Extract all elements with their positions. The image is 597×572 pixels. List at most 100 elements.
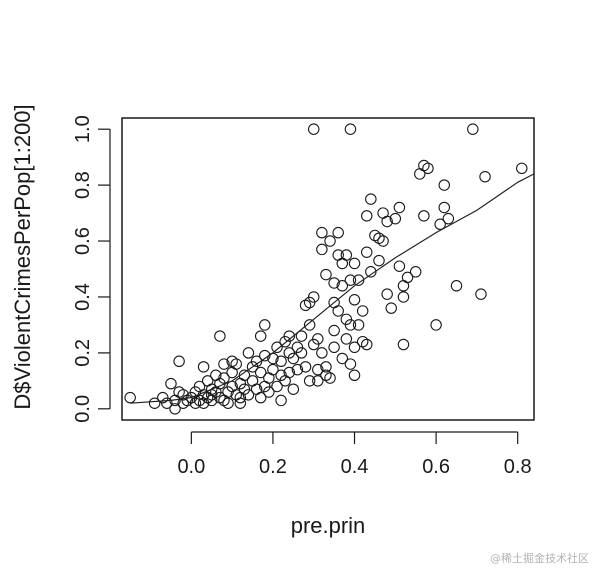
y-tick-label: 0.6 xyxy=(72,227,94,255)
data-point xyxy=(218,372,230,384)
data-point xyxy=(344,319,357,331)
data-point xyxy=(316,243,328,256)
data-point xyxy=(299,361,312,373)
x-tick-label: 0.0 xyxy=(177,456,205,478)
data-point xyxy=(197,361,210,373)
data-point xyxy=(389,212,402,225)
data-point xyxy=(250,355,263,368)
data-point xyxy=(365,266,377,278)
data-point xyxy=(271,380,283,393)
data-point xyxy=(295,330,308,342)
data-point xyxy=(259,319,271,331)
data-point xyxy=(361,338,373,351)
data-point xyxy=(328,324,340,337)
data-point xyxy=(316,347,328,359)
data-point xyxy=(283,330,295,342)
data-point xyxy=(230,358,242,370)
data-point xyxy=(173,355,185,368)
data-point xyxy=(222,397,234,409)
data-point xyxy=(312,363,324,376)
y-tick-label: 1.0 xyxy=(72,115,94,143)
data-point xyxy=(381,215,393,228)
data-point xyxy=(434,218,446,231)
data-point xyxy=(242,389,255,401)
data-point xyxy=(320,361,332,373)
data-point xyxy=(312,333,324,345)
data-point xyxy=(287,383,300,395)
data-point xyxy=(263,386,275,398)
data-point xyxy=(393,260,406,272)
data-point xyxy=(385,302,397,314)
data-point xyxy=(218,358,230,370)
data-point xyxy=(409,266,422,278)
x-axis-label: pre.prin xyxy=(291,513,366,538)
data-points xyxy=(124,123,528,415)
data-point xyxy=(418,210,430,222)
x-tick-label: 0.2 xyxy=(259,456,287,478)
data-point xyxy=(267,363,279,376)
x-tick-label: 0.4 xyxy=(341,456,369,478)
y-tick-label: 0.8 xyxy=(72,171,94,199)
data-point xyxy=(303,375,316,387)
data-point xyxy=(332,305,344,317)
data-point xyxy=(275,355,287,368)
plot-area-border xyxy=(121,117,535,421)
data-point xyxy=(328,277,340,289)
data-point xyxy=(373,254,385,267)
data-point xyxy=(275,394,287,407)
data-point xyxy=(381,288,393,300)
trend-line xyxy=(130,173,535,404)
data-point xyxy=(430,319,442,331)
data-point xyxy=(361,246,373,258)
data-point xyxy=(475,288,487,300)
data-point xyxy=(479,170,491,183)
data-point xyxy=(442,212,455,225)
y-tick-label: 0.0 xyxy=(72,395,94,423)
data-point xyxy=(307,291,320,303)
y-tick-label: 0.2 xyxy=(72,339,94,367)
data-point xyxy=(344,123,357,135)
data-point xyxy=(254,330,267,342)
data-point xyxy=(348,341,361,354)
data-point xyxy=(348,257,361,270)
data-point xyxy=(516,162,528,175)
x-tick-label: 0.8 xyxy=(504,456,532,478)
data-point xyxy=(340,249,353,261)
data-point xyxy=(336,280,349,292)
data-point xyxy=(438,201,451,214)
data-point xyxy=(344,358,357,370)
data-point xyxy=(234,397,247,409)
y-axis-label: D$ViolentCrimesPerPop[1:200] xyxy=(10,104,35,409)
data-point xyxy=(344,274,357,286)
data-point xyxy=(336,352,349,365)
data-point xyxy=(356,305,369,317)
data-point xyxy=(238,369,251,382)
data-point xyxy=(377,235,389,247)
data-point xyxy=(365,193,377,205)
data-point xyxy=(254,391,267,404)
data-point xyxy=(295,347,308,359)
data-point xyxy=(467,123,479,135)
data-point xyxy=(283,366,295,379)
data-point xyxy=(348,369,361,382)
data-point xyxy=(148,397,161,409)
data-point xyxy=(124,391,136,404)
data-point xyxy=(332,226,344,239)
y-axis-ticks: 0.0 0.2 0.4 0.6 0.8 1.0 xyxy=(72,115,111,423)
data-point xyxy=(214,330,226,342)
data-point xyxy=(450,280,463,292)
data-point xyxy=(340,333,353,345)
data-point xyxy=(271,341,283,354)
x-tick-label: 0.6 xyxy=(422,456,450,478)
data-point xyxy=(303,319,316,331)
data-point xyxy=(161,397,173,409)
y-tick-label: 0.4 xyxy=(72,283,94,311)
data-point xyxy=(352,274,365,286)
data-point xyxy=(328,341,340,354)
data-point xyxy=(324,372,336,384)
data-point xyxy=(352,319,365,331)
data-point xyxy=(169,403,181,415)
data-point xyxy=(165,377,177,390)
data-point xyxy=(324,235,336,247)
